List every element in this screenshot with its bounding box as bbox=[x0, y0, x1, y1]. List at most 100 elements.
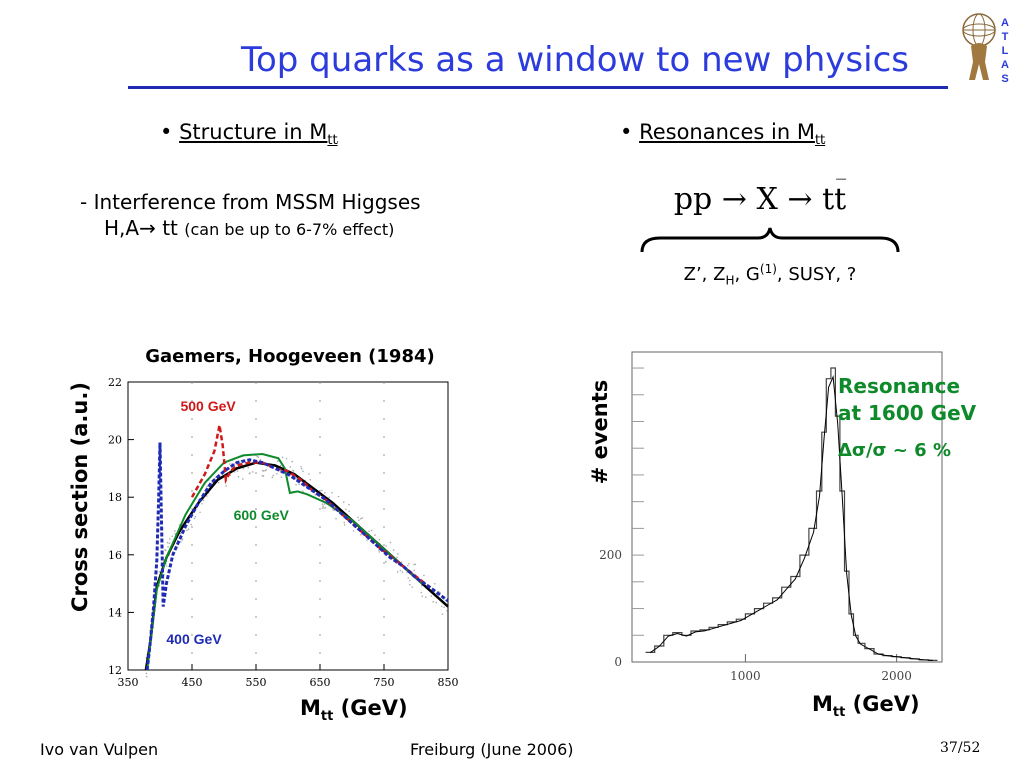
noise-point bbox=[158, 570, 161, 573]
noise-point bbox=[298, 483, 300, 486]
noise-point bbox=[217, 481, 220, 484]
noise-point bbox=[421, 595, 423, 597]
x-tick-label: 450 bbox=[182, 676, 203, 689]
noise-point bbox=[352, 530, 355, 532]
interference-line-1: - Interference from MSSM Higgses bbox=[80, 190, 421, 214]
noise-point bbox=[201, 502, 203, 505]
bullet-subscript: tt bbox=[327, 133, 338, 148]
noise-point bbox=[342, 501, 345, 503]
interference-line-2: H,A→ tt (can be up to 6-7% effect) bbox=[104, 216, 394, 240]
arrow-icon: → bbox=[787, 182, 813, 217]
bullet-structure: • Structure in Mtt bbox=[160, 120, 338, 148]
left-y-axis-label: Cross section (a.u.) bbox=[68, 382, 92, 612]
noise-point bbox=[181, 539, 184, 541]
noise-point bbox=[314, 494, 317, 496]
process-formula: pp → X → tt _ bbox=[650, 156, 870, 217]
noise-point bbox=[414, 563, 417, 566]
noise-point bbox=[169, 538, 171, 540]
left-plot-frame bbox=[127, 381, 449, 671]
noise-point bbox=[396, 571, 399, 573]
y-tick-label: 20 bbox=[108, 434, 122, 447]
series-line-400-gev bbox=[145, 442, 449, 671]
fit-line bbox=[649, 374, 933, 661]
noise-point bbox=[171, 535, 174, 538]
right-grid bbox=[632, 367, 644, 636]
title-underline bbox=[128, 86, 948, 89]
formula-pp: pp bbox=[673, 182, 713, 217]
noise-point bbox=[206, 485, 208, 488]
model-z-sub: H bbox=[725, 273, 735, 288]
right-series bbox=[645, 367, 938, 661]
noise-point bbox=[348, 503, 350, 506]
logo-letter: S bbox=[1001, 73, 1008, 84]
noise-point bbox=[407, 577, 410, 579]
noise-point bbox=[440, 605, 443, 608]
noise-point bbox=[257, 456, 260, 458]
noise-point bbox=[211, 482, 213, 484]
noise-point bbox=[389, 541, 392, 544]
noise-point bbox=[259, 459, 262, 461]
noise-point bbox=[292, 470, 295, 472]
noise-point bbox=[271, 476, 274, 479]
noise-point bbox=[233, 471, 236, 473]
noise-point bbox=[409, 579, 411, 582]
interference-tt: tt bbox=[155, 216, 185, 240]
noise-point bbox=[378, 551, 381, 553]
noise-point bbox=[423, 574, 425, 577]
resonance-label-line1: Resonance bbox=[838, 374, 961, 398]
noise-point bbox=[324, 507, 327, 509]
footer-author: Ivo van Vulpen bbox=[40, 740, 159, 759]
noise-point bbox=[145, 675, 148, 678]
noise-point bbox=[308, 473, 310, 475]
resonance-models: Z’, ZH, G(1), SUSY, ? bbox=[640, 262, 900, 288]
x-tick-label: 350 bbox=[118, 676, 139, 689]
noise-point bbox=[433, 582, 436, 585]
noise-point bbox=[396, 553, 399, 555]
noise-point bbox=[261, 475, 264, 477]
annotation-600gev: 600 GeV bbox=[234, 507, 290, 523]
noise-point bbox=[262, 475, 265, 477]
noise-point bbox=[174, 530, 176, 532]
noise-point bbox=[228, 463, 231, 465]
noise-point bbox=[321, 489, 323, 492]
logo-letter: L bbox=[1002, 45, 1009, 57]
noise-point bbox=[406, 564, 409, 567]
noise-point bbox=[368, 530, 370, 532]
noise-point bbox=[276, 472, 278, 475]
noise-point bbox=[432, 600, 434, 603]
y-tick-label: 22 bbox=[108, 376, 122, 389]
footer-page-number: 37/52 bbox=[940, 740, 981, 756]
y-tick-label: 14 bbox=[108, 606, 122, 619]
x-tick-label: 550 bbox=[246, 676, 267, 689]
bullet-subscript: tt bbox=[814, 133, 826, 148]
noise-point bbox=[430, 595, 433, 597]
noise-point bbox=[145, 672, 148, 675]
noise-point bbox=[302, 490, 304, 493]
noise-point bbox=[265, 469, 268, 471]
right-ticks: 1000 2000 0 200 bbox=[599, 548, 912, 680]
x-tick-label: 1000 bbox=[730, 669, 761, 680]
model-g-sup: (1) bbox=[759, 262, 777, 276]
noise-point bbox=[360, 517, 362, 520]
noise-point bbox=[193, 517, 196, 520]
histogram-line bbox=[645, 367, 938, 661]
noise-point bbox=[186, 529, 188, 532]
x-tick-label: 850 bbox=[438, 676, 459, 689]
noise-point bbox=[256, 455, 258, 458]
model-z: Z’, Z bbox=[683, 264, 726, 285]
noise-point bbox=[289, 466, 292, 468]
x-tick-label: 750 bbox=[374, 676, 395, 689]
page-title: Top quarks as a window to new physics bbox=[241, 40, 909, 80]
noise-point bbox=[324, 492, 326, 494]
noise-point bbox=[360, 533, 362, 536]
noise-point bbox=[251, 471, 254, 473]
x-label-m: M bbox=[300, 696, 321, 720]
noise-point bbox=[199, 511, 201, 514]
noise-point bbox=[190, 523, 192, 526]
resonance-delta: Δσ/σ ~ 6 % bbox=[838, 440, 951, 461]
x-label-unit: (GeV) bbox=[845, 692, 920, 716]
left-chart: 350 450 550 650 750 850 12 14 16 18 20 22 500 GeV 6… bbox=[108, 376, 459, 689]
noise-point bbox=[237, 475, 240, 478]
y-tick-label: 18 bbox=[108, 491, 122, 504]
right-chart: 1000 2000 0 200 bbox=[599, 351, 943, 680]
